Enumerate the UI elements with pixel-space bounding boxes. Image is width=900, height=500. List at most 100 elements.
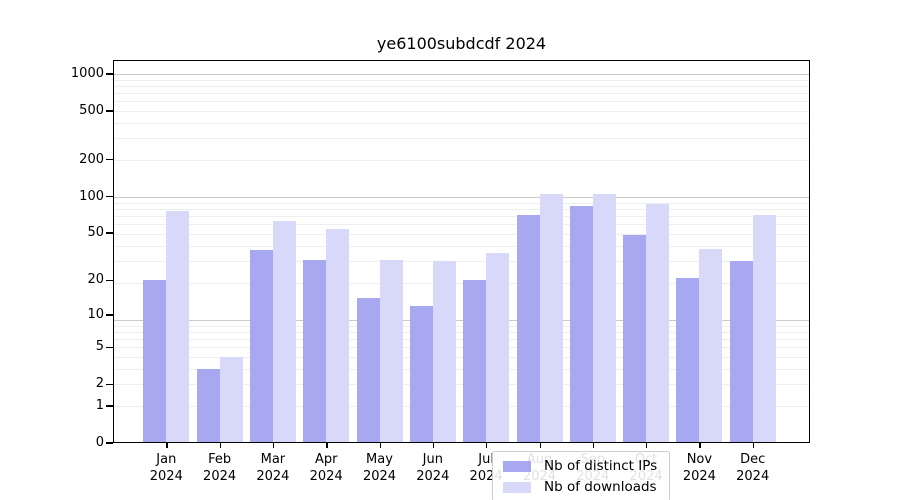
x-tick-label-mar: Mar 2024	[256, 452, 290, 484]
y-tick-label-100: 100	[79, 188, 104, 204]
gridline-minor	[113, 406, 810, 407]
x-tick-label-may: May 2024	[362, 452, 397, 484]
gridline-major	[113, 197, 810, 198]
y-tick	[106, 442, 113, 444]
gridline-minor	[113, 283, 810, 284]
bar-distinct-ips-jan	[143, 280, 167, 443]
x-tick-label-dec: Dec 2024	[736, 452, 770, 484]
x-tick	[646, 443, 648, 448]
gridline-minor	[113, 331, 810, 333]
bar-distinct-ips-dec	[729, 261, 753, 443]
gridline-minor	[113, 347, 810, 349]
y-tick	[106, 195, 113, 198]
y-tick-label-5: 5	[95, 339, 104, 355]
x-tick	[486, 443, 488, 448]
y-tick	[106, 73, 113, 75]
x-tick-label-jun: Jun 2024	[416, 452, 450, 484]
gridline-minor	[113, 202, 810, 204]
gridline-minor	[113, 224, 810, 226]
gridline-major	[113, 74, 810, 75]
bar-downloads-jun	[432, 261, 456, 443]
bar-distinct-ips-jul	[463, 280, 487, 443]
y-tick-label-50: 50	[87, 225, 104, 240]
y-tick	[106, 314, 113, 316]
bar-downloads-aug	[539, 193, 563, 443]
gridline-major	[113, 320, 810, 321]
gridline-minor	[113, 384, 810, 386]
gridline-minor	[113, 122, 810, 124]
legend: Nb of distinct IPs Nb of downloads	[492, 451, 671, 500]
bar-distinct-ips-feb	[196, 368, 220, 443]
bar-downloads-oct	[646, 203, 670, 443]
y-tick-label-20: 20	[87, 272, 104, 288]
y-tick-label-500: 500	[79, 102, 104, 118]
x-tick	[219, 443, 221, 448]
legend-item-downloads: Nb of downloads	[503, 479, 657, 495]
gridline-minor	[113, 261, 810, 263]
bar-downloads-mar	[272, 220, 296, 443]
plot-area: Nb of distinct IPs Nb of downloads	[106, 60, 810, 500]
x-tick	[752, 443, 755, 448]
legend-swatch-distinct-ips	[503, 460, 531, 472]
bar-distinct-ips-sep	[569, 205, 593, 443]
bar-downloads-nov	[699, 248, 723, 443]
y-tick-label-1: 1	[95, 398, 104, 413]
x-tick	[699, 443, 701, 448]
legend-item-distinct-ips: Nb of distinct IPs	[503, 458, 657, 474]
bar-downloads-apr	[326, 228, 350, 443]
gridline-minor	[113, 234, 810, 235]
bar-downloads-feb	[219, 357, 243, 443]
legend-label-distinct-ips: Nb of distinct IPs	[544, 458, 658, 474]
gridline-minor	[113, 339, 810, 341]
x-tick	[272, 443, 275, 448]
y-tick	[106, 383, 113, 385]
bar-distinct-ips-may	[356, 298, 380, 443]
bar-distinct-ips-nov	[676, 277, 700, 443]
x-tick	[326, 443, 328, 448]
y-tick	[106, 110, 113, 112]
gridline-minor	[113, 111, 810, 112]
gridline-minor	[113, 368, 810, 370]
y-tick-label-0: 0	[95, 435, 104, 450]
x-tick	[379, 443, 381, 448]
gridline-minor	[113, 93, 810, 95]
x-tick	[539, 443, 541, 448]
gridline-minor	[113, 79, 810, 81]
gridline-minor	[113, 101, 810, 103]
gridline-minor	[113, 160, 810, 161]
x-tick-label-apr: Apr 2024	[309, 452, 343, 484]
gridline-minor	[113, 245, 810, 247]
x-tick-label-jan: Jan 2024	[149, 452, 183, 484]
gridline-minor	[113, 325, 810, 327]
y-tick	[106, 346, 113, 348]
y-tick-label-1000: 1000	[70, 65, 104, 81]
x-tick	[592, 443, 595, 448]
bar-downloads-sep	[592, 193, 616, 443]
bar-downloads-jan	[166, 211, 190, 443]
y-tick	[106, 279, 113, 282]
legend-label-downloads: Nb of downloads	[544, 479, 657, 495]
x-tick	[432, 443, 435, 448]
bar-distinct-ips-mar	[249, 250, 273, 443]
y-tick-label-10: 10	[87, 306, 104, 322]
x-tick-label-feb: Feb 2024	[203, 452, 237, 484]
y-tick-label-200: 200	[79, 151, 104, 167]
x-tick-label-nov: Nov 2024	[682, 452, 716, 484]
bar-distinct-ips-jun	[409, 306, 433, 443]
x-tick	[166, 443, 168, 448]
bar-downloads-jul	[486, 253, 510, 443]
legend-swatch-downloads	[503, 481, 531, 493]
bar-distinct-ips-aug	[516, 215, 540, 443]
y-tick-label-2: 2	[95, 376, 104, 392]
chart-title: ye6100subdcdf 2024	[376, 34, 547, 53]
bar-downloads-may	[379, 259, 403, 443]
gridline-minor	[113, 216, 810, 218]
gridline-minor	[113, 85, 810, 87]
y-tick	[106, 405, 113, 407]
gridline-minor	[113, 208, 810, 210]
y-tick	[106, 232, 113, 234]
bar-distinct-ips-apr	[303, 259, 327, 443]
bar-downloads-dec	[752, 215, 776, 443]
bar-distinct-ips-oct	[623, 235, 647, 443]
